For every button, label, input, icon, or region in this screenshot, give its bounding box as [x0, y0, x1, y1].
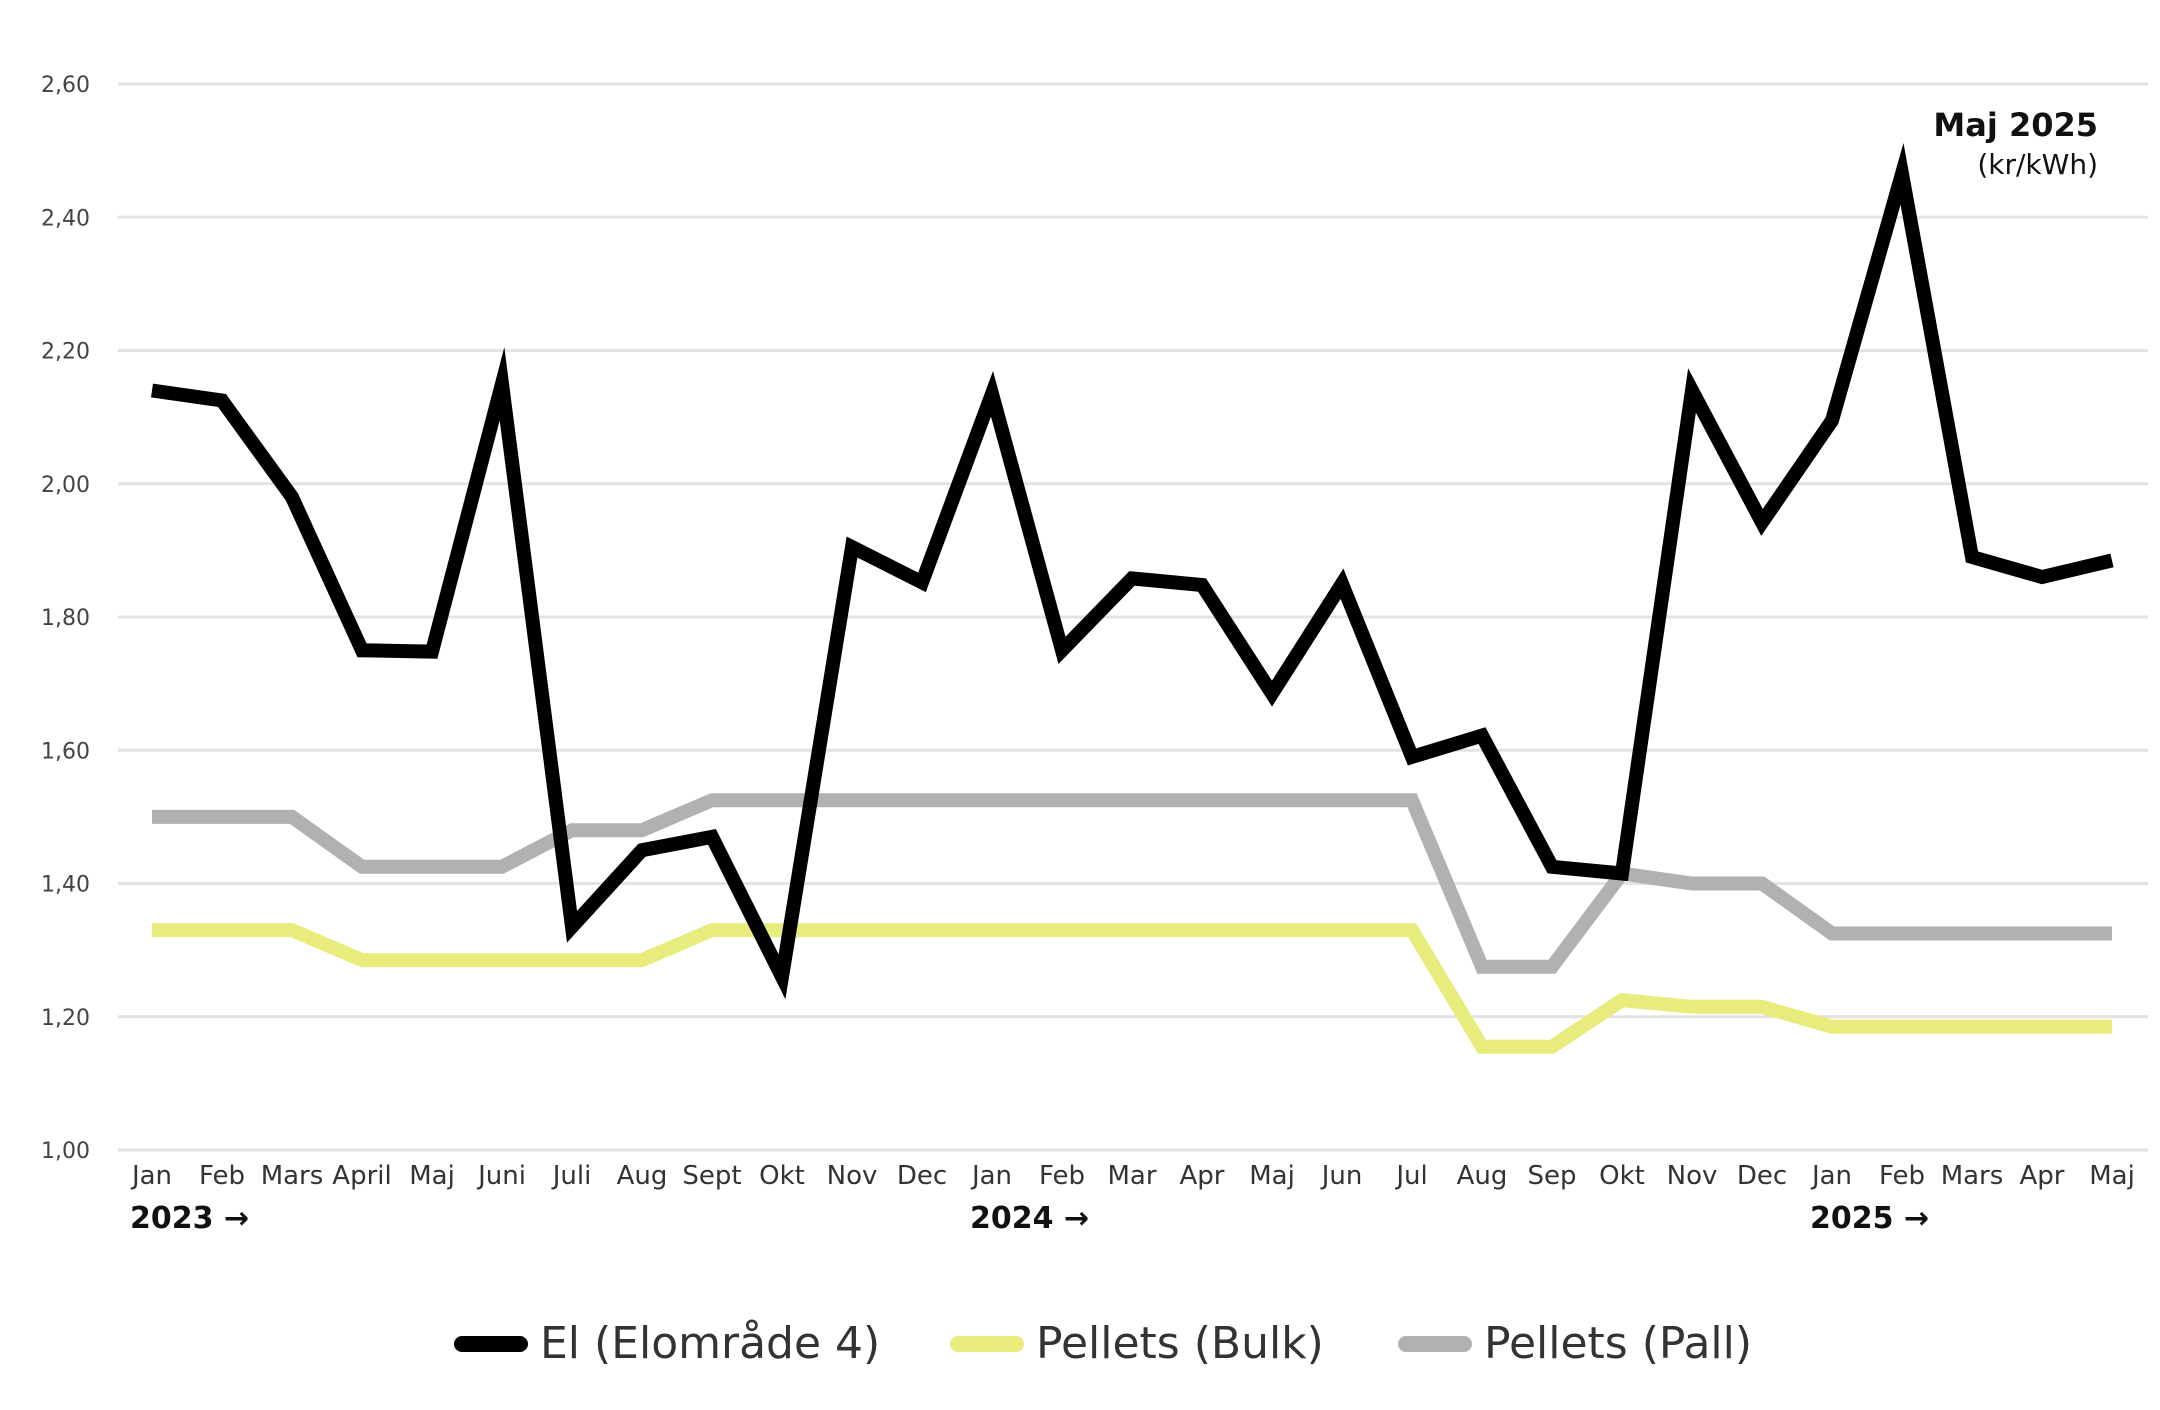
- x-tick-label: Okt: [759, 1161, 805, 1191]
- legend-label: Pellets (Pall): [1484, 1318, 1752, 1369]
- year-label: 2024 →: [970, 1201, 1089, 1236]
- x-tick-label: Aug: [617, 1161, 668, 1191]
- year-labels: 2023 → 2024 → 2025 →: [130, 1201, 1929, 1236]
- x-tick-label: Jan: [1810, 1161, 1852, 1191]
- x-tick-label: Sep: [1527, 1161, 1576, 1191]
- unit-title: Maj 2025: [1933, 106, 2098, 144]
- x-tick-label: Juni: [476, 1161, 526, 1191]
- x-tick-label: Maj: [2089, 1161, 2135, 1191]
- x-tick-label: Jan: [130, 1161, 172, 1191]
- series-lines: [151, 143, 2114, 1054]
- y-tick-label: 2,00: [41, 473, 90, 498]
- x-tick-label: Sept: [682, 1161, 741, 1191]
- x-tick-label: Feb: [1039, 1161, 1085, 1191]
- x-tick-label: Mar: [1107, 1161, 1156, 1191]
- legend-label: El (Elområde 4): [540, 1318, 880, 1369]
- y-tick-label: 1,40: [41, 873, 90, 898]
- y-tick-label: 1,00: [41, 1139, 90, 1164]
- x-tick-label: Aug: [1457, 1161, 1508, 1191]
- year-label: 2023 →: [130, 1201, 249, 1236]
- series-line: [152, 793, 2112, 974]
- unit-annotation: Maj 2025 (kr/kWh): [1933, 106, 2098, 181]
- x-tick-label: Maj: [409, 1161, 455, 1191]
- gridlines: [118, 82, 2148, 1152]
- x-tick-label: Jan: [970, 1161, 1012, 1191]
- x-tick-label: April: [332, 1161, 391, 1191]
- x-tick-label: Jul: [1394, 1161, 1427, 1191]
- x-tick-label: Juli: [551, 1161, 592, 1191]
- x-tick-label: Feb: [1879, 1161, 1925, 1191]
- year-label: 2025 →: [1810, 1201, 1929, 1236]
- x-tick-label: Nov: [827, 1161, 878, 1191]
- x-axis-ticks: Jan Feb Mars April Maj Juni Juli Aug Sept Okt Nov D…: [130, 1161, 2135, 1191]
- x-tick-label: Mars: [1941, 1161, 2004, 1191]
- x-tick-label: Dec: [1737, 1161, 1787, 1191]
- x-tick-label: Maj: [1249, 1161, 1295, 1191]
- legend-label: Pellets (Bulk): [1036, 1318, 1324, 1369]
- series-line: [151, 143, 2114, 1000]
- x-tick-label: Mars: [261, 1161, 324, 1191]
- y-tick-label: 2,60: [41, 73, 90, 98]
- y-tick-label: 1,60: [41, 739, 90, 764]
- y-tick-label: 2,40: [41, 206, 90, 231]
- x-tick-label: Apr: [2020, 1161, 2065, 1191]
- legend: El (Elområde 4) Pellets (Bulk) Pellets (Pa…: [454, 1318, 1752, 1369]
- x-tick-label: Dec: [897, 1161, 947, 1191]
- y-tick-label: 2,20: [41, 340, 90, 365]
- series-line: [152, 923, 2112, 1054]
- x-tick-label: Nov: [1667, 1161, 1718, 1191]
- unit-label: (kr/kWh): [1977, 148, 2098, 181]
- x-tick-label: Okt: [1599, 1161, 1645, 1191]
- y-tick-label: 1,20: [41, 1006, 90, 1031]
- y-tick-label: 1,80: [41, 606, 90, 631]
- y-axis-ticks: 1,00 1,20 1,40 1,60 1,80 2,00 2,20 2,40 2,60: [41, 73, 90, 1164]
- x-tick-label: Feb: [199, 1161, 245, 1191]
- x-tick-label: Jun: [1320, 1161, 1363, 1191]
- x-tick-label: Apr: [1180, 1161, 1225, 1191]
